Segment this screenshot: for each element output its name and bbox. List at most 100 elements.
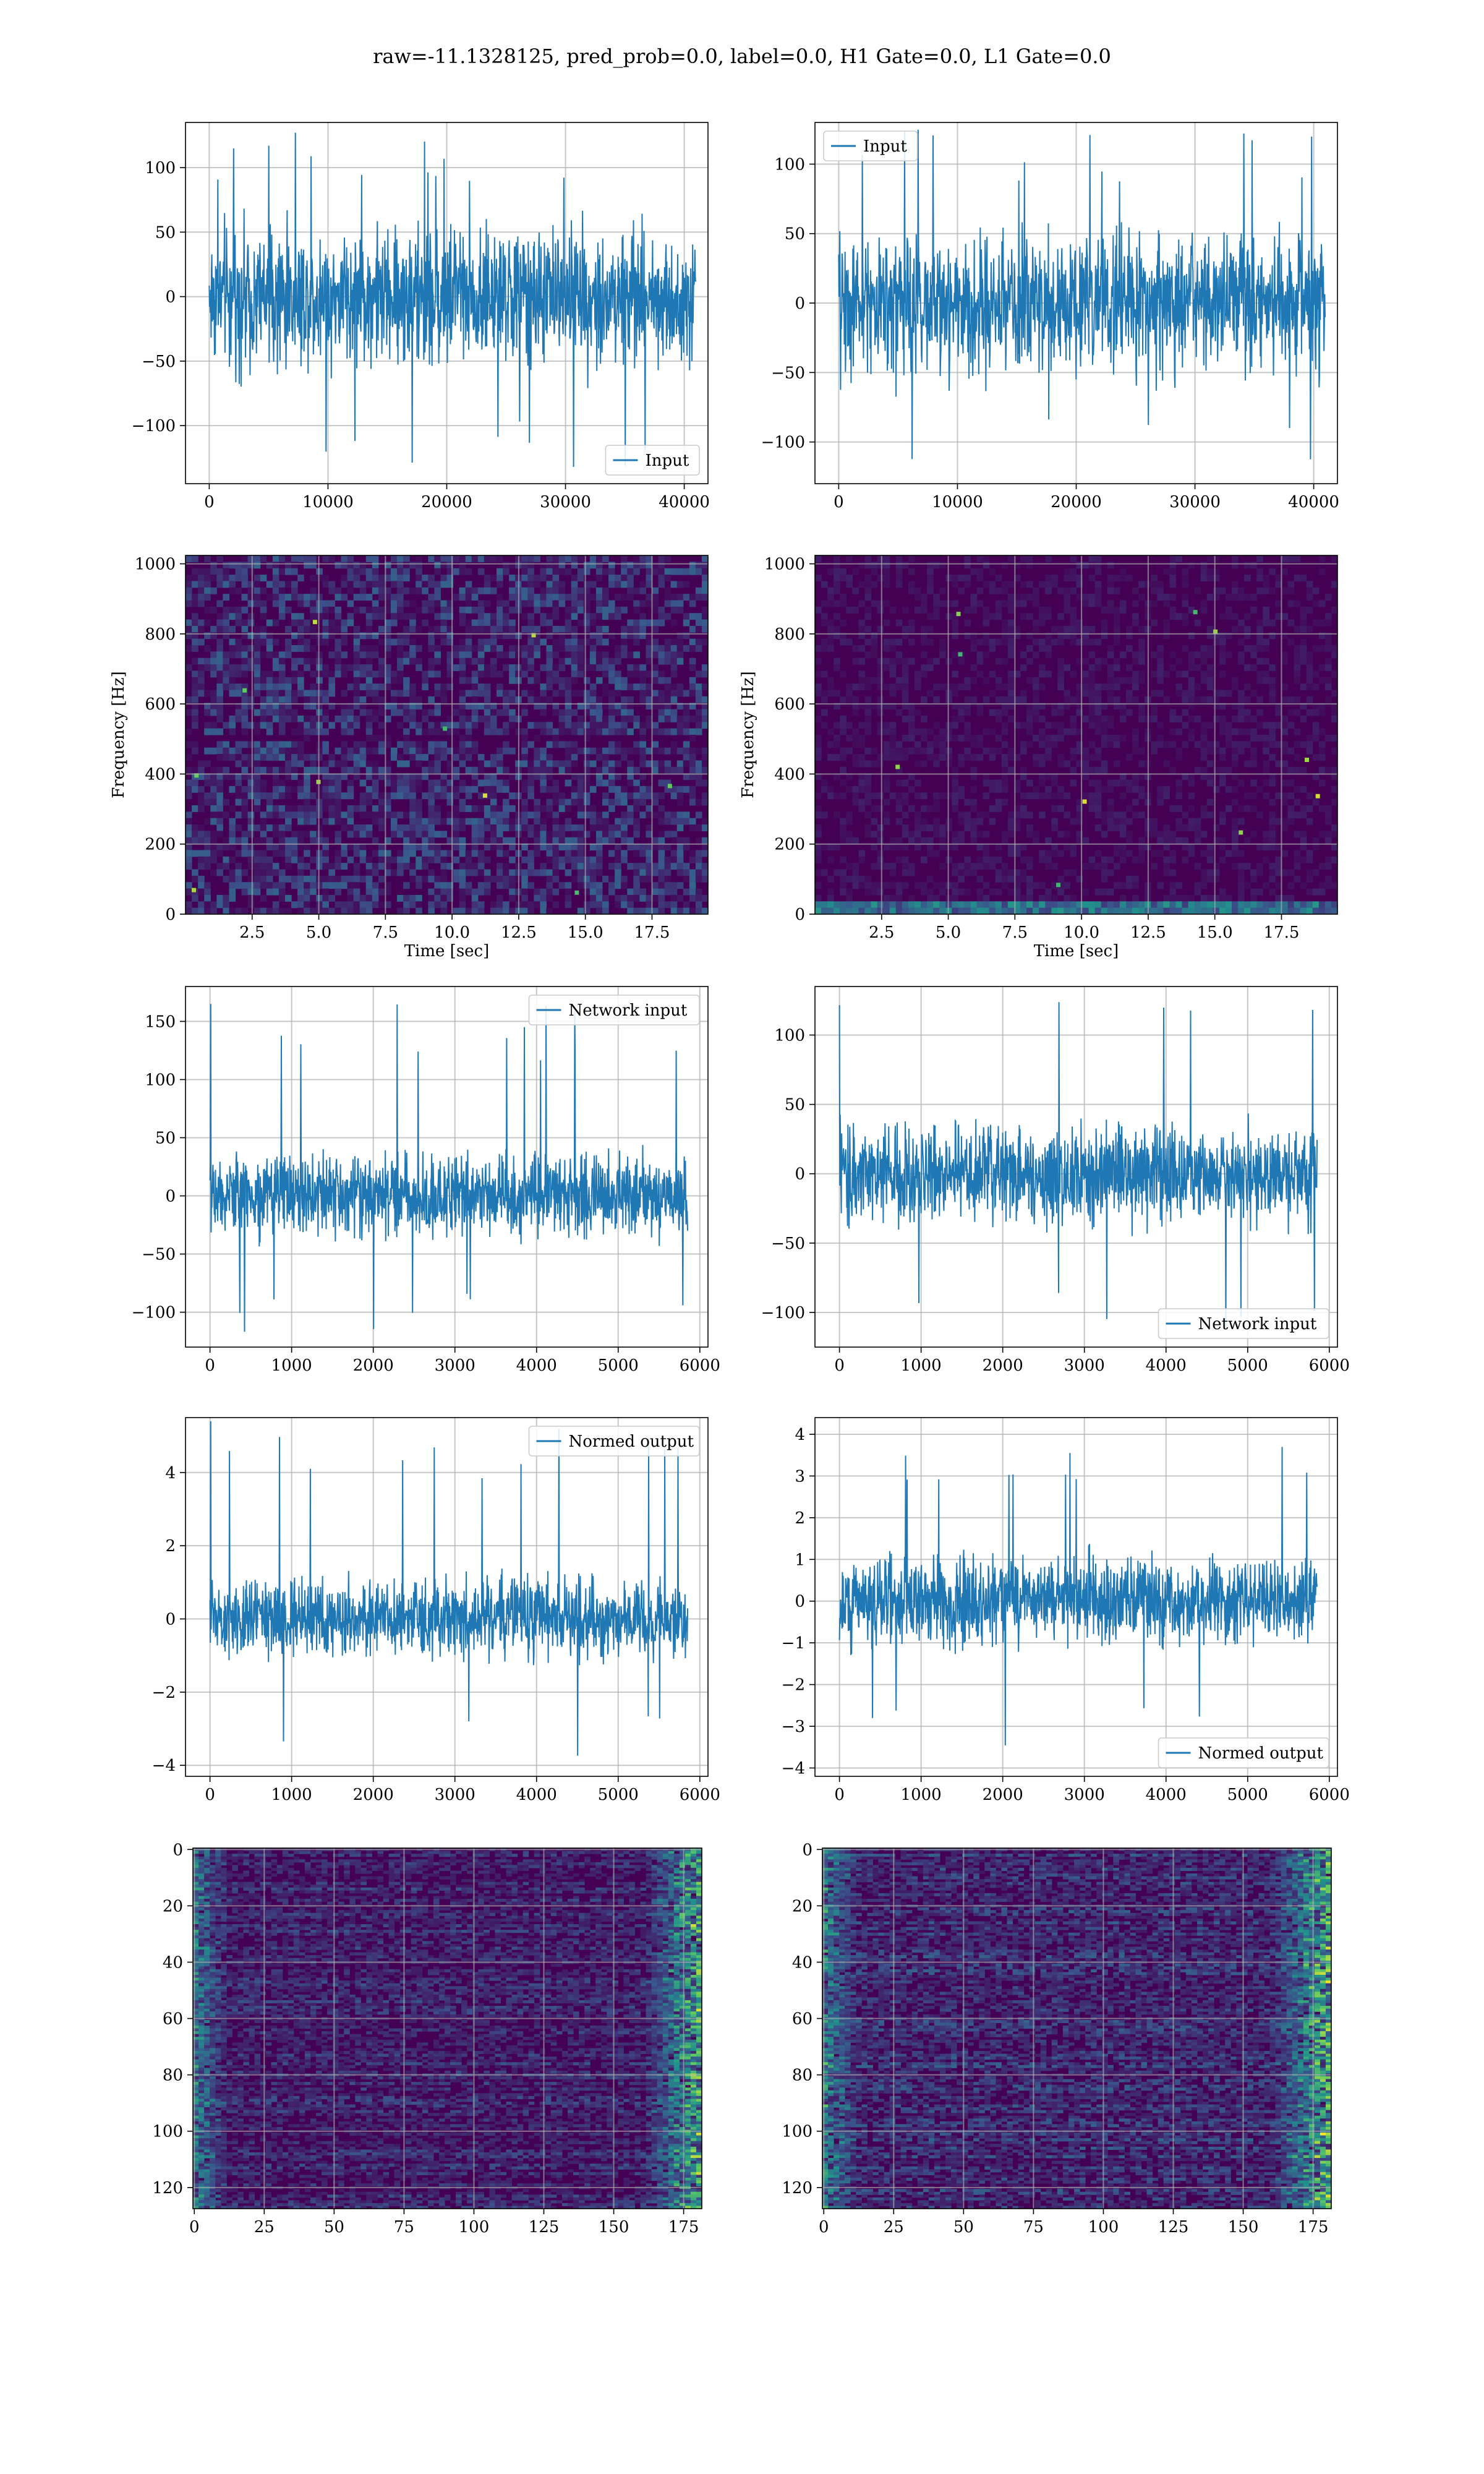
y-tick-label: −100 bbox=[132, 417, 176, 435]
legend: Input bbox=[605, 445, 700, 476]
x-tick-label: 125 bbox=[1158, 2218, 1189, 2236]
x-tick-label: 3000 bbox=[1064, 1356, 1105, 1375]
y-tick-label: −2 bbox=[152, 1684, 176, 1702]
x-tick-label: 25 bbox=[884, 2218, 904, 2236]
x-tick-label: 4000 bbox=[516, 1786, 557, 1804]
y-tick-label: 100 bbox=[152, 2123, 183, 2141]
x-tick-label: 6000 bbox=[680, 1356, 720, 1375]
x-tick-label: 5000 bbox=[598, 1786, 639, 1804]
x-tick-label: 17.5 bbox=[634, 923, 670, 942]
subplot-p6: 0 1000 2000 3000 4000 5000 6000 −100 −50 0 50 100 Ne… bbox=[761, 986, 1350, 1375]
grid-lines bbox=[186, 555, 708, 915]
x-tick-label: 50 bbox=[324, 2218, 344, 2236]
y-tick-label: 0 bbox=[165, 1611, 176, 1629]
y-tick-label: 120 bbox=[782, 2179, 812, 2198]
y-tick-label: 60 bbox=[792, 2010, 812, 2029]
legend: Network input bbox=[1158, 1308, 1329, 1339]
y-axis-label: Frequency [Hz] bbox=[109, 671, 128, 798]
x-tick-label: 30000 bbox=[540, 493, 591, 511]
x-tick-label: 4000 bbox=[1146, 1356, 1187, 1375]
x-tick-label: 3000 bbox=[1064, 1786, 1105, 1804]
axes-frame bbox=[822, 1847, 1332, 2209]
x-tick-label: 7.5 bbox=[1002, 923, 1028, 942]
series-line bbox=[209, 1421, 688, 1756]
x-tick-label: 0 bbox=[205, 1786, 215, 1804]
axes-frame bbox=[185, 555, 709, 915]
x-tick-label: 6000 bbox=[1309, 1786, 1350, 1804]
x-tick-label: 1000 bbox=[901, 1356, 942, 1375]
x-tick-label: 100 bbox=[459, 2218, 490, 2236]
y-tick-label: −100 bbox=[132, 1304, 176, 1322]
y-tick-label: 20 bbox=[792, 1897, 812, 1915]
x-tick-label: 10.0 bbox=[1064, 923, 1099, 942]
x-tick-label: 15.0 bbox=[1197, 923, 1233, 942]
y-tick-label: −50 bbox=[142, 1246, 176, 1264]
x-tick-label: 30000 bbox=[1169, 493, 1221, 511]
x-tick-label: 6000 bbox=[1309, 1356, 1350, 1375]
y-tick-label: −50 bbox=[142, 353, 176, 371]
x-tick-label: 150 bbox=[1228, 2218, 1259, 2236]
x-tick-label: 2000 bbox=[983, 1356, 1023, 1375]
x-tick-label: 3000 bbox=[435, 1356, 475, 1375]
x-tick-label: 75 bbox=[1023, 2218, 1044, 2236]
legend: Normed output bbox=[528, 1426, 700, 1457]
x-tick-label: 5000 bbox=[1227, 1786, 1268, 1804]
x-tick-label: 50 bbox=[953, 2218, 974, 2236]
y-tick-label: 0 bbox=[795, 905, 805, 924]
subplot-p5: 0 1000 2000 3000 4000 5000 6000 −100 −50 0 50 100 15… bbox=[132, 986, 720, 1375]
legend: Network input bbox=[528, 995, 700, 1025]
legend: Input bbox=[823, 131, 918, 161]
x-tick-label: 0 bbox=[204, 493, 215, 511]
grid-lines bbox=[186, 987, 708, 1347]
y-tick-label: 400 bbox=[774, 765, 805, 784]
legend-label: Network input bbox=[1198, 1315, 1317, 1333]
grid-lines bbox=[815, 555, 1337, 915]
x-tick-label: 0 bbox=[834, 1356, 845, 1375]
y-tick-label: 0 bbox=[802, 1841, 812, 1859]
y-tick-label: 1000 bbox=[764, 555, 805, 574]
y-tick-label: 100 bbox=[782, 2123, 812, 2141]
subplot-p9: 0 25 50 75 100 125 150 175 0 20 40 60 80 100 120 bbox=[152, 1841, 702, 2236]
y-tick-label: −100 bbox=[761, 434, 805, 452]
x-tick-label: 40000 bbox=[659, 493, 710, 511]
y-tick-label: 600 bbox=[145, 695, 176, 714]
series-line bbox=[838, 1447, 1318, 1745]
y-tick-label: 50 bbox=[155, 1129, 176, 1147]
y-tick-label: 0 bbox=[165, 1188, 176, 1206]
subplot-p2: 0 10000 20000 30000 40000 −100 −50 0 50 100 Input bbox=[761, 122, 1339, 511]
y-tick-label: 0 bbox=[165, 288, 176, 307]
y-tick-label: 80 bbox=[792, 2066, 812, 2085]
y-tick-label: 60 bbox=[163, 2010, 183, 2029]
x-tick-label: 2.5 bbox=[869, 923, 894, 942]
legend-label: Input bbox=[646, 452, 689, 470]
x-tick-label: 7.5 bbox=[373, 923, 398, 942]
x-tick-label: 10000 bbox=[302, 493, 354, 511]
x-tick-label: 12.5 bbox=[501, 923, 537, 942]
y-tick-label: 4 bbox=[165, 1464, 176, 1483]
x-axis-label: Time [sec] bbox=[1034, 942, 1119, 961]
y-axis-label: Frequency [Hz] bbox=[739, 671, 757, 798]
series-line bbox=[838, 129, 1326, 460]
series-line bbox=[209, 1004, 688, 1332]
x-tick-label: 150 bbox=[599, 2218, 629, 2236]
x-tick-label: 2.5 bbox=[239, 923, 265, 942]
y-tick-label: 800 bbox=[774, 625, 805, 644]
x-tick-label: 175 bbox=[1298, 2218, 1329, 2236]
x-tick-label: 10.0 bbox=[434, 923, 470, 942]
x-tick-label: 40000 bbox=[1288, 493, 1339, 511]
y-tick-label: −4 bbox=[152, 1757, 176, 1775]
subplot-p10: 0 25 50 75 100 125 150 175 0 20 40 60 80 100 120 bbox=[782, 1841, 1332, 2236]
x-tick-label: 3000 bbox=[435, 1786, 475, 1804]
x-tick-label: 1000 bbox=[901, 1786, 942, 1804]
y-tick-label: 100 bbox=[145, 1071, 176, 1089]
x-tick-label: 1000 bbox=[271, 1356, 312, 1375]
x-tick-label: 15.0 bbox=[568, 923, 603, 942]
heatmap-p10 bbox=[822, 1848, 1331, 2209]
y-tick-label: 20 bbox=[163, 1897, 183, 1915]
x-tick-label: 4000 bbox=[1146, 1786, 1187, 1804]
x-tick-label: 1000 bbox=[271, 1786, 312, 1804]
heatmap-p3 bbox=[186, 555, 708, 914]
x-tick-label: 0 bbox=[834, 1786, 845, 1804]
subplot-p7: 0 1000 2000 3000 4000 5000 6000 −4 −2 0 2 4 Normed o… bbox=[152, 1417, 720, 1804]
